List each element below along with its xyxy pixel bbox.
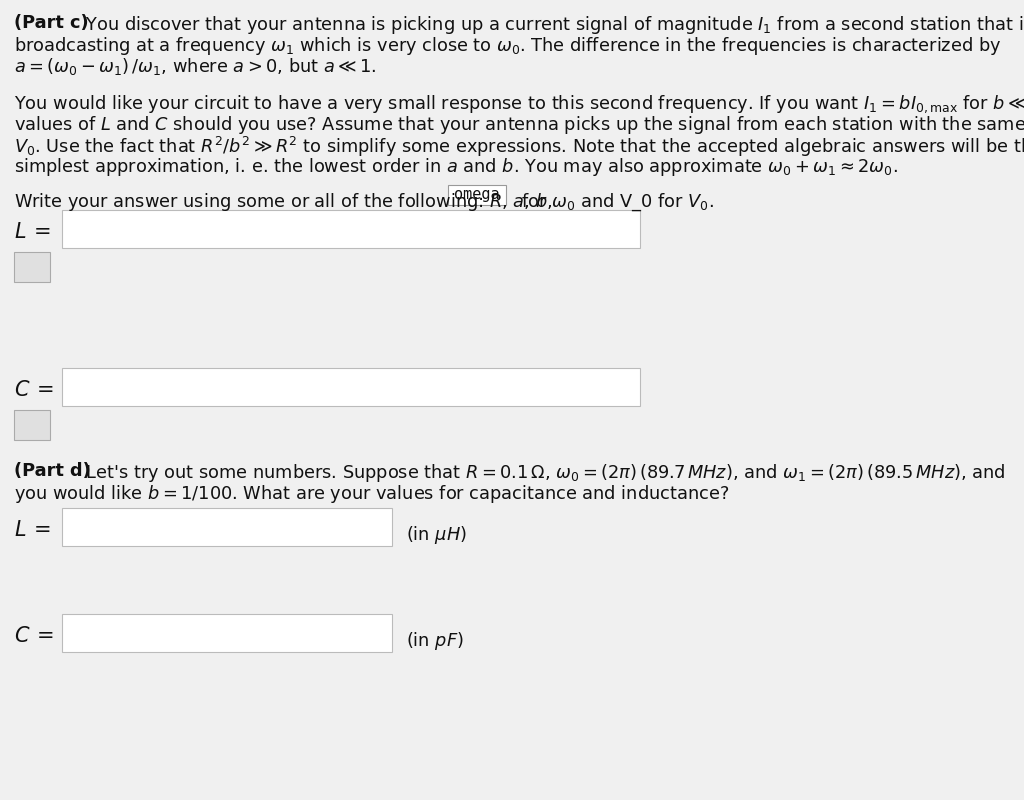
Bar <box>449 185 506 205</box>
Text: $V_0$. Use the fact that $R^2/b^2 \gg R^2$ to simplify some expressions. Note th: $V_0$. Use the fact that $R^2/b^2 \gg R^… <box>14 135 1024 159</box>
Text: values of $L$ and $C$ should you use? Assume that your antenna picks up the sign: values of $L$ and $C$ should you use? As… <box>14 114 1024 136</box>
Text: You would like your circuit to have a very small response to this second frequen: You would like your circuit to have a ve… <box>14 93 1024 114</box>
Text: $a = (\omega_0 - \omega_1)\,/\omega_1$, where $a > 0$, but $a \ll 1$.: $a = (\omega_0 - \omega_1)\,/\omega_1$, … <box>14 56 377 77</box>
Text: broadcasting at a frequency $\omega_1$ which is very close to $\omega_0$. The di: broadcasting at a frequency $\omega_1$ w… <box>14 35 1001 57</box>
Text: $C\,=$: $C\,=$ <box>14 626 53 646</box>
Text: Write your answer using some or all of the following: $R$, $a$, $b$,: Write your answer using some or all of t… <box>14 191 552 213</box>
Text: (in $pF$): (in $pF$) <box>406 630 464 652</box>
Text: for $\omega_0$ and V_0 for $V_0$.: for $\omega_0$ and V_0 for $V_0$. <box>516 191 714 213</box>
Bar <box>62 614 392 652</box>
Text: you would like $b = 1/100$. What are your values for capacitance and inductance?: you would like $b = 1/100$. What are you… <box>14 483 729 505</box>
Text: $L\,=$: $L\,=$ <box>14 520 50 540</box>
Text: $L\,=$: $L\,=$ <box>14 222 50 242</box>
Bar <box>62 508 392 546</box>
Text: (in $\mu H$): (in $\mu H$) <box>406 524 467 546</box>
Bar <box>62 210 640 248</box>
Text: You discover that your antenna is picking up a current signal of magnitude $I_1$: You discover that your antenna is pickin… <box>80 14 1024 36</box>
Bar <box>14 410 50 440</box>
Text: $C\,=$: $C\,=$ <box>14 380 53 400</box>
Text: (Part d): (Part d) <box>14 462 91 480</box>
Text: Let's try out some numbers. Suppose that $R = 0.1\,\Omega$, $\omega_0 = (2\pi)\,: Let's try out some numbers. Suppose that… <box>80 462 1006 484</box>
Text: (Part c): (Part c) <box>14 14 89 32</box>
Text: simplest approximation, i. e. the lowest order in $a$ and $b$. You may also appr: simplest approximation, i. e. the lowest… <box>14 156 898 178</box>
Text: omega: omega <box>455 186 500 202</box>
Bar <box>62 368 640 406</box>
Bar <box>14 252 50 282</box>
